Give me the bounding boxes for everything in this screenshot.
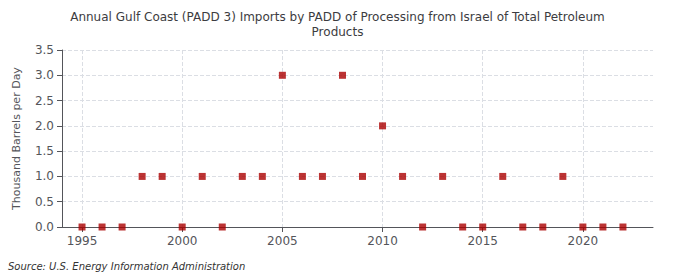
svg-text:2.5: 2.5 <box>35 94 54 108</box>
svg-text:1.0: 1.0 <box>35 169 54 183</box>
svg-text:2005: 2005 <box>267 234 298 248</box>
svg-text:0.0: 0.0 <box>35 220 54 234</box>
svg-text:Products: Products <box>312 25 364 39</box>
svg-text:0.5: 0.5 <box>35 195 54 209</box>
svg-text:1995: 1995 <box>67 234 98 248</box>
svg-text:Thousand Barrels per Day: Thousand Barrels per Day <box>10 67 23 211</box>
svg-text:2020: 2020 <box>568 234 599 248</box>
svg-text:Source: U.S. Energy Informatio: Source: U.S. Energy Information Administ… <box>8 261 245 272</box>
svg-text:3.5: 3.5 <box>35 43 54 57</box>
svg-text:1.5: 1.5 <box>35 144 54 158</box>
svg-text:2000: 2000 <box>167 234 198 248</box>
svg-text:2015: 2015 <box>467 234 498 248</box>
svg-text:2010: 2010 <box>367 234 398 248</box>
svg-text:2.0: 2.0 <box>35 119 54 133</box>
svg-text:3.0: 3.0 <box>35 68 54 82</box>
svg-text:Annual Gulf Coast (PADD 3) Imp: Annual Gulf Coast (PADD 3) Imports by PA… <box>70 10 605 24</box>
